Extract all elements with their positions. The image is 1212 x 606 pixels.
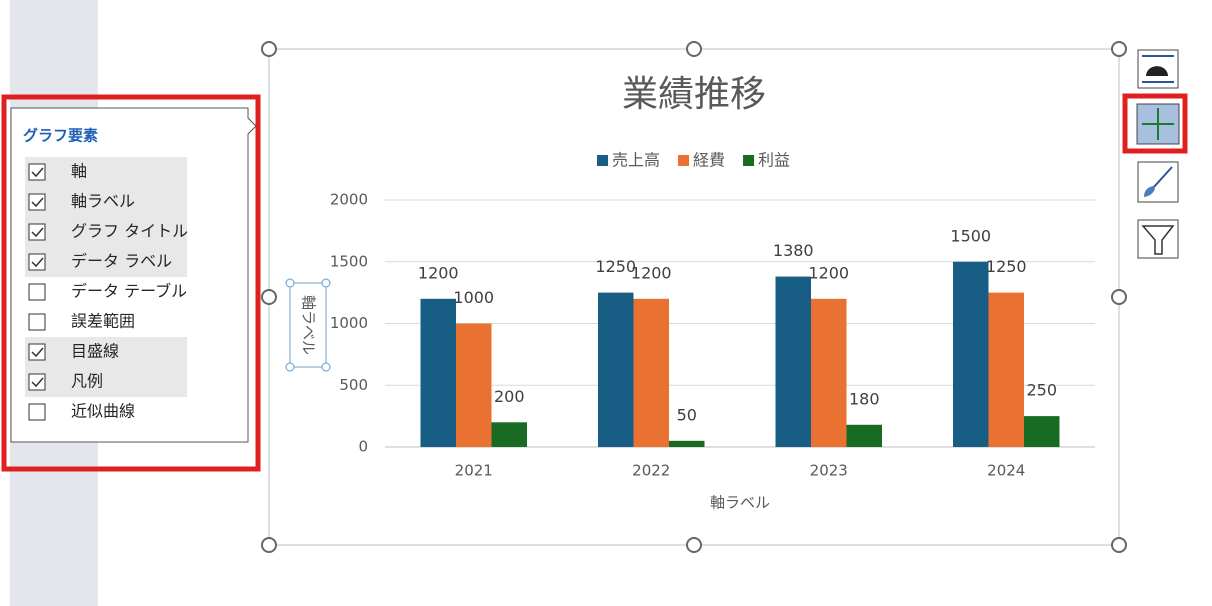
filter-button[interactable]	[1137, 219, 1179, 259]
item-label[interactable]: 誤差範囲	[71, 312, 135, 331]
item-highlight	[25, 337, 187, 367]
x-axis-title[interactable]: 軸ラベル	[710, 494, 770, 512]
checkmark	[31, 377, 44, 388]
data-label: 250	[1026, 381, 1057, 400]
bar[interactable]	[1024, 416, 1060, 447]
bar[interactable]	[953, 261, 989, 447]
checkmark	[31, 167, 44, 178]
item-highlight	[25, 247, 187, 277]
bar[interactable]	[988, 292, 1025, 447]
checkbox[interactable]	[28, 373, 46, 391]
bar[interactable]	[598, 292, 634, 447]
y-axis-title[interactable]: 軸ラベル	[300, 295, 318, 355]
item-label[interactable]: 軸	[71, 162, 87, 181]
checkbox[interactable]	[28, 163, 46, 181]
data-label: 1250	[595, 257, 636, 276]
bar[interactable]	[420, 298, 457, 447]
data-label: 1500	[950, 226, 991, 245]
y-tick-label: 1000	[330, 314, 368, 332]
bar[interactable]	[846, 424, 883, 447]
bar[interactable]	[669, 440, 705, 447]
legend-label: 経費	[693, 151, 725, 170]
x-tick-label: 2023	[810, 462, 848, 480]
item-highlight	[25, 367, 187, 397]
checkmark	[31, 257, 44, 268]
item-label[interactable]: 近似曲線	[71, 402, 135, 421]
checkbox[interactable]	[28, 403, 46, 421]
highlight-box	[1, 94, 261, 472]
checkbox[interactable]	[28, 313, 46, 331]
y-axis-title-handles	[285, 278, 331, 372]
y-tick-label: 2000	[330, 191, 368, 209]
checkbox[interactable]	[28, 283, 46, 301]
checkbox[interactable]	[28, 193, 46, 211]
bar[interactable]	[456, 323, 492, 448]
data-label: 1380	[773, 241, 814, 260]
item-label[interactable]: 目盛線	[71, 342, 119, 361]
style-button[interactable]	[1137, 161, 1179, 203]
bar[interactable]	[633, 298, 670, 447]
checkbox[interactable]	[28, 343, 46, 361]
legend-label: 売上高	[612, 151, 660, 170]
chart-elements-button[interactable]	[1136, 103, 1180, 145]
frame-handles[interactable]	[261, 41, 1127, 553]
checkmark	[31, 197, 44, 208]
bar[interactable]	[491, 422, 528, 447]
chart-title[interactable]: 業績推移	[622, 74, 766, 115]
highlight-box	[1122, 93, 1188, 154]
y-tick-label: 1500	[330, 252, 368, 270]
bar[interactable]	[811, 298, 847, 447]
item-label[interactable]: グラフ タイトル	[71, 222, 188, 241]
y-tick-label: 500	[339, 376, 368, 394]
data-label: 200	[494, 387, 525, 406]
legend-swatch	[678, 155, 690, 166]
legend-swatch	[597, 155, 608, 166]
legend-swatch	[743, 155, 755, 166]
checkbox[interactable]	[28, 253, 46, 271]
item-highlight	[25, 217, 187, 247]
y-tick-label: 0	[358, 438, 368, 456]
x-tick-label: 2021	[455, 462, 493, 480]
data-label: 1200	[808, 263, 849, 282]
item-highlight	[25, 157, 187, 187]
data-label: 1200	[631, 263, 672, 282]
y-axis-title-box[interactable]	[289, 282, 327, 368]
legend-label: 利益	[758, 151, 790, 170]
checkbox[interactable]	[28, 223, 46, 241]
data-label: 1000	[453, 288, 494, 307]
bar[interactable]	[775, 276, 812, 447]
panel-title: グラフ要素	[23, 127, 98, 145]
data-label: 1200	[418, 263, 459, 282]
item-label[interactable]: 凡例	[71, 372, 103, 391]
x-tick-label: 2022	[632, 462, 670, 480]
item-label[interactable]: データ テーブル	[71, 282, 187, 301]
checkmark	[31, 227, 44, 238]
item-label[interactable]: 軸ラベル	[71, 192, 135, 211]
checkmark	[31, 347, 44, 358]
data-label: 1250	[986, 257, 1027, 276]
layout-button[interactable]	[1137, 49, 1179, 89]
x-tick-label: 2024	[987, 462, 1025, 480]
item-label[interactable]: データ ラベル	[71, 252, 172, 271]
data-label: 180	[849, 389, 880, 408]
item-highlight	[25, 187, 187, 217]
data-label: 50	[677, 405, 697, 424]
